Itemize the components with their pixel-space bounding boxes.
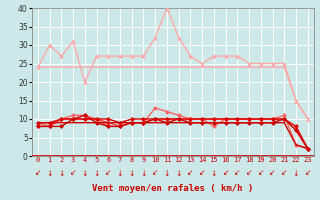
Text: ↓: ↓	[58, 169, 65, 178]
Text: ↓: ↓	[140, 169, 147, 178]
Text: ↙: ↙	[35, 169, 41, 178]
Text: Vent moyen/en rafales ( km/h ): Vent moyen/en rafales ( km/h )	[92, 184, 253, 193]
Text: ↙: ↙	[70, 169, 76, 178]
Text: ↙: ↙	[152, 169, 158, 178]
Text: ↙: ↙	[222, 169, 229, 178]
Text: ↓: ↓	[129, 169, 135, 178]
Text: ↓: ↓	[164, 169, 170, 178]
Text: ↓: ↓	[293, 169, 299, 178]
Text: ↓: ↓	[117, 169, 123, 178]
Text: ↙: ↙	[258, 169, 264, 178]
Text: ↙: ↙	[234, 169, 241, 178]
Text: ↓: ↓	[211, 169, 217, 178]
Text: ↙: ↙	[281, 169, 287, 178]
Text: ↓: ↓	[82, 169, 88, 178]
Text: ↓: ↓	[93, 169, 100, 178]
Text: ↙: ↙	[269, 169, 276, 178]
Text: ↙: ↙	[246, 169, 252, 178]
Text: ↙: ↙	[199, 169, 205, 178]
Text: ↙: ↙	[187, 169, 194, 178]
Text: ↓: ↓	[46, 169, 53, 178]
Text: ↙: ↙	[305, 169, 311, 178]
Text: ↙: ↙	[105, 169, 111, 178]
Text: ↓: ↓	[175, 169, 182, 178]
